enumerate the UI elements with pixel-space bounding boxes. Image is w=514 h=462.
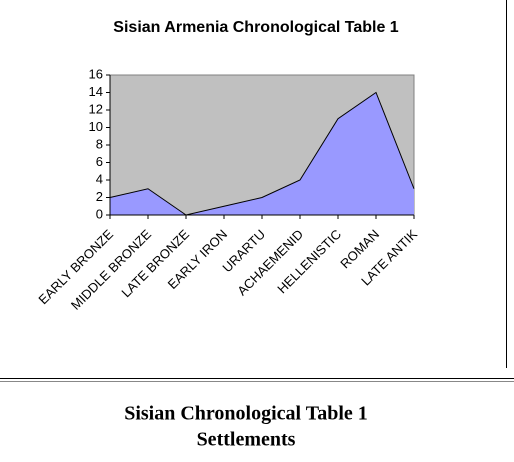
- chart-title: Sisian Armenia Chronological Table 1: [113, 19, 399, 36]
- y-tick-label: 14: [89, 84, 103, 99]
- caption: Sisian Chronological Table 1: [124, 403, 368, 425]
- x-tick-label: LATE BRONZE: [118, 226, 192, 300]
- y-tick-label: 10: [89, 119, 103, 134]
- x-tick-label: ACHAEMENID: [234, 227, 306, 299]
- area: [110, 92, 414, 215]
- y-tick-label: 6: [96, 154, 103, 169]
- area-line: [109, 91, 415, 216]
- y-tick-label: 0: [96, 206, 103, 221]
- y-tick-label: 8: [96, 136, 103, 151]
- y-tick-label: 2: [96, 189, 103, 204]
- y-tick-label: 12: [89, 101, 103, 116]
- y-tick-label: 16: [89, 66, 103, 81]
- y-tick-label: 4: [96, 171, 103, 186]
- caption: Settlements: [197, 429, 296, 451]
